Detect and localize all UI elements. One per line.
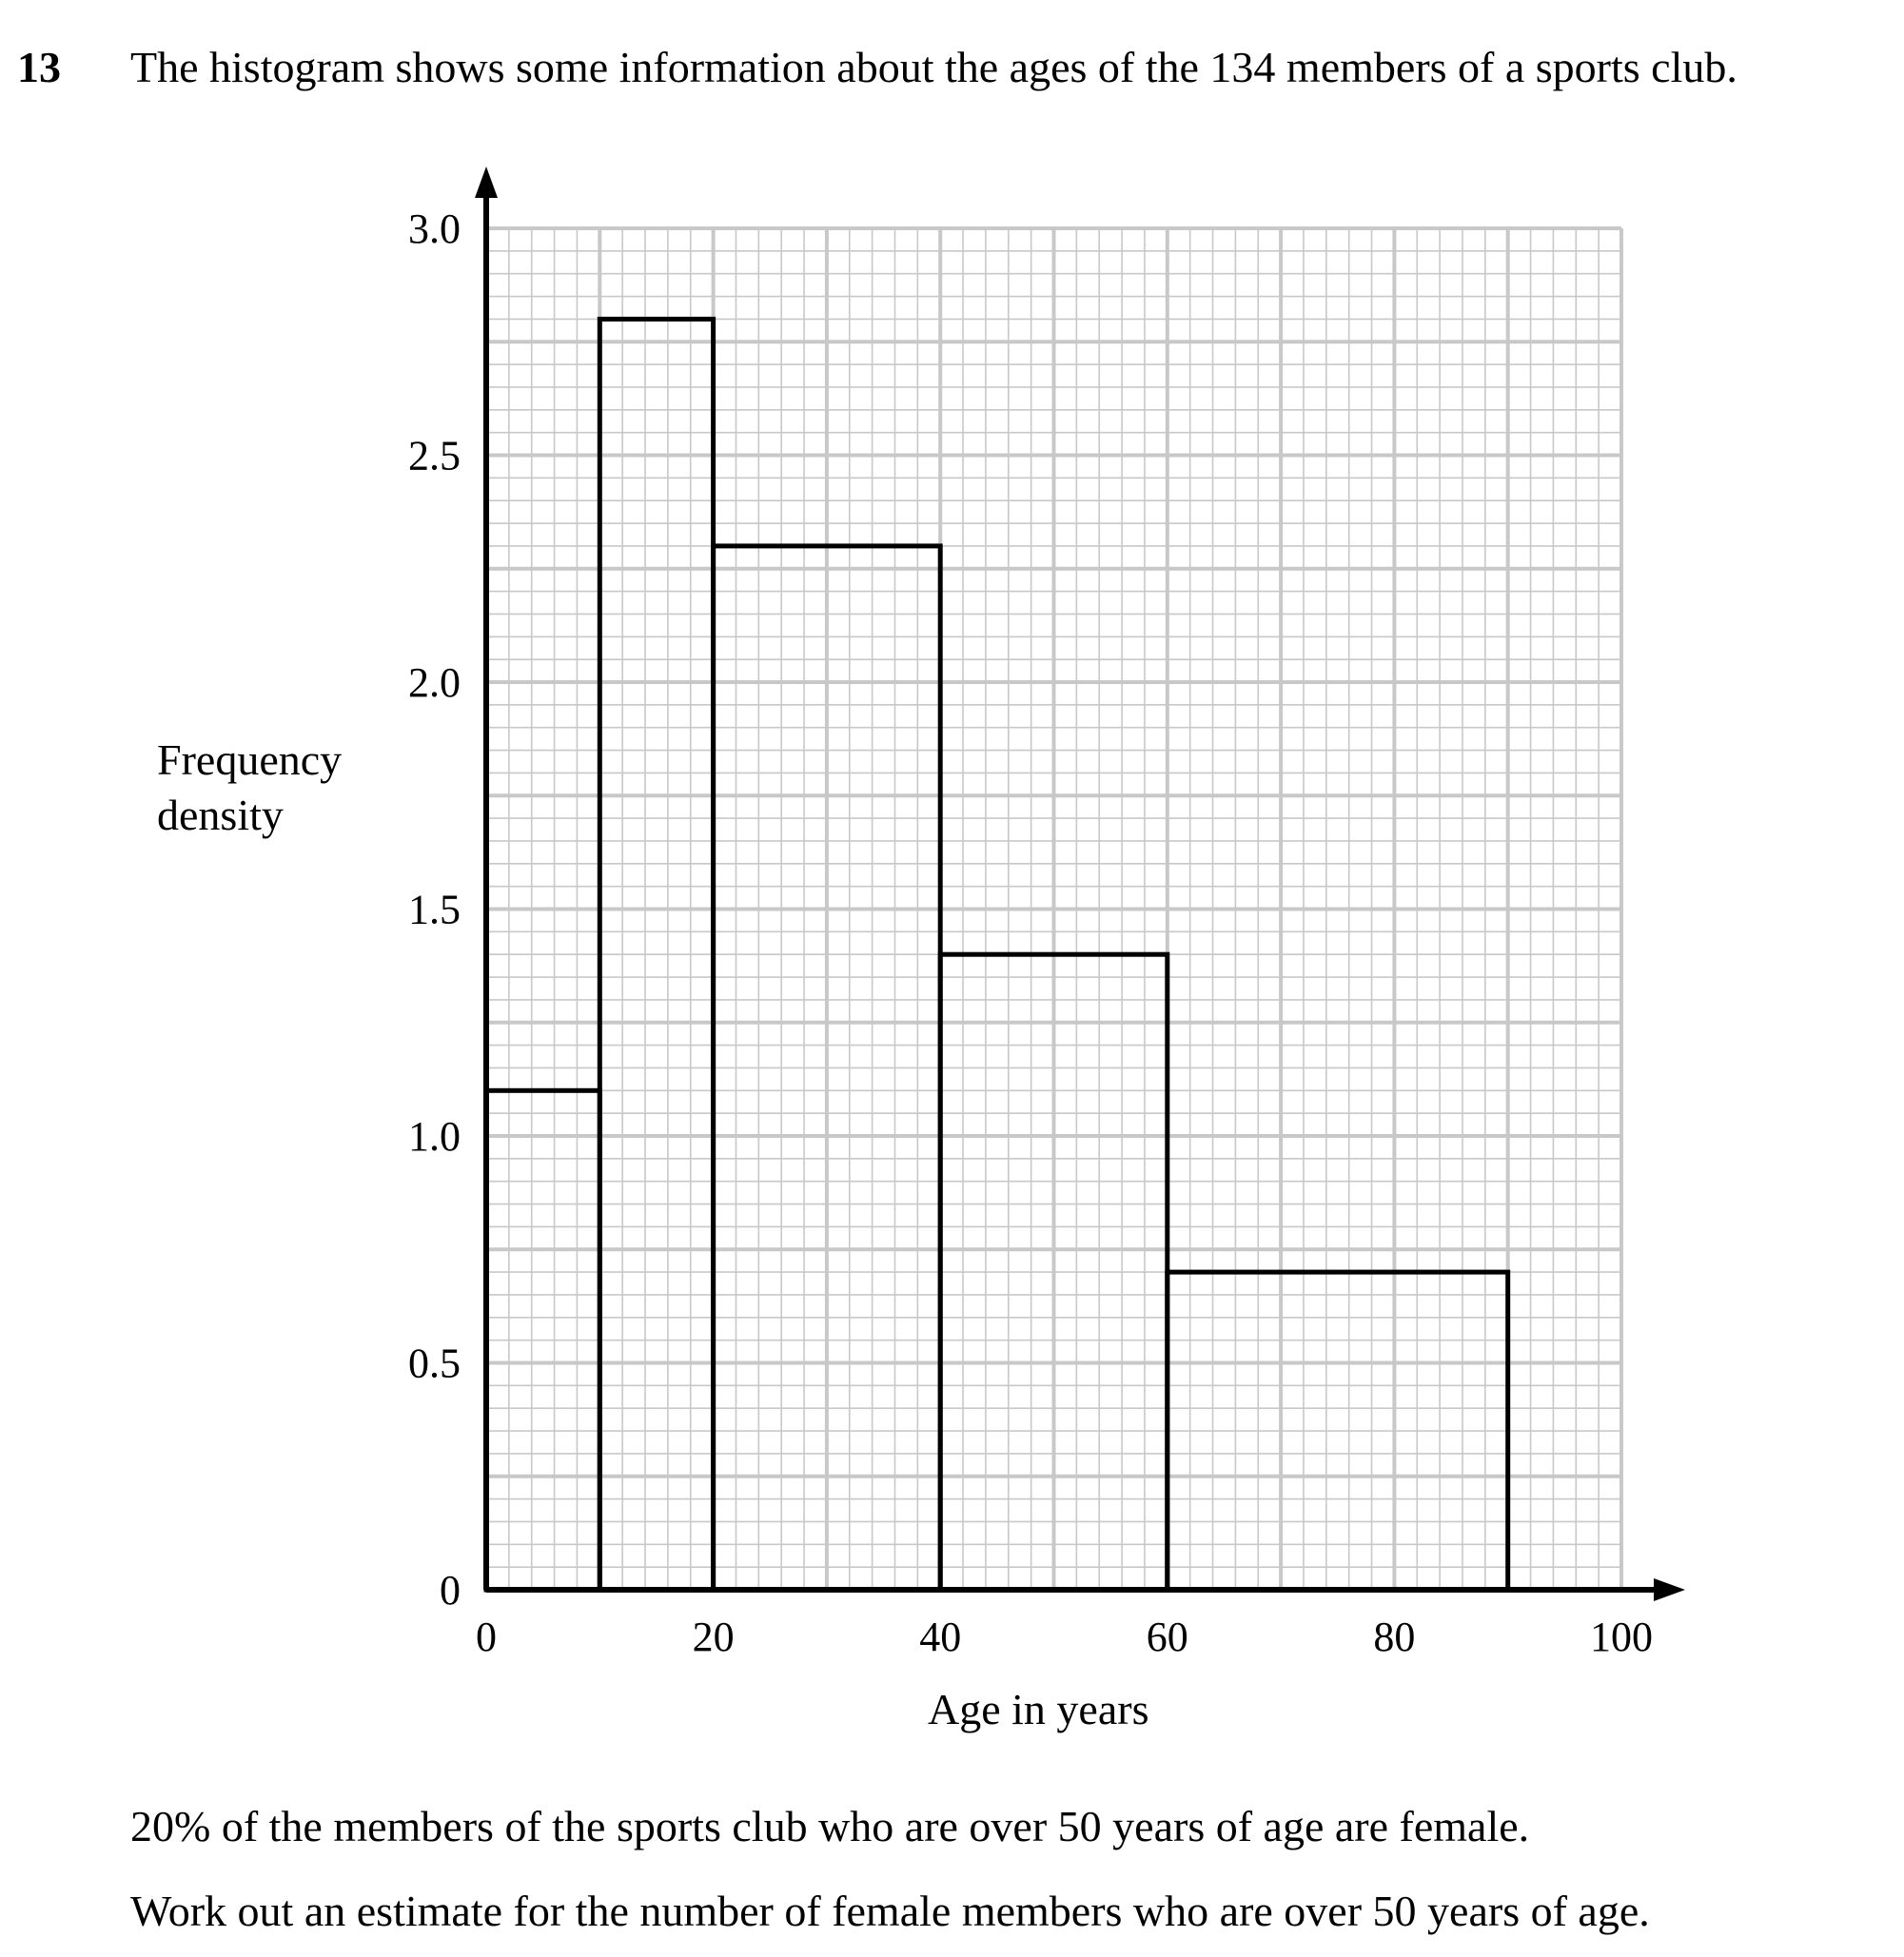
y-axis-arrow	[475, 166, 498, 198]
question-task: Work out an estimate for the number of f…	[130, 1887, 1650, 1935]
y-tick-label: 2.5	[408, 433, 461, 479]
x-axis-label: Age in years	[928, 1685, 1149, 1733]
x-tick-label: 20	[693, 1614, 735, 1660]
x-tick-label: 80	[1373, 1614, 1415, 1660]
question-intro: The histogram shows some information abo…	[130, 43, 1737, 91]
x-tick-label: 40	[919, 1614, 961, 1660]
y-tick-label: 0	[440, 1567, 461, 1614]
y-tick-label: 2.0	[408, 659, 461, 706]
chart-grid	[484, 226, 1623, 1592]
y-axis-label-line-2: density	[157, 791, 284, 839]
x-tick-label: 60	[1147, 1614, 1188, 1660]
y-axis-label: Frequency density	[157, 733, 342, 843]
y-axis-label-line-1: Frequency	[157, 735, 343, 784]
x-tick-label: 100	[1590, 1614, 1653, 1660]
chart-tick-labels: 0 20 40 60 80 100 0 0.5 1.0 1.5 2.0 2.5 3.0	[408, 205, 1653, 1660]
y-tick-label: 3.0	[408, 205, 461, 252]
y-tick-label: 1.5	[408, 887, 461, 933]
y-tick-label: 0.5	[408, 1341, 461, 1387]
question-statement: 20% of the members of the sports club wh…	[130, 1802, 1530, 1850]
question-number: 13	[17, 43, 61, 91]
x-axis-arrow	[1654, 1578, 1685, 1601]
y-tick-label: 1.0	[408, 1113, 461, 1160]
x-tick-label: 0	[476, 1614, 497, 1660]
chart-axes	[475, 166, 1685, 1601]
